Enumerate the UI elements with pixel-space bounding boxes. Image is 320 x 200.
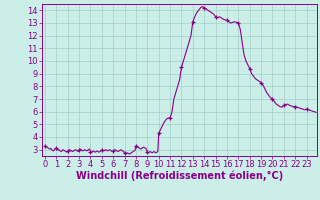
X-axis label: Windchill (Refroidissement éolien,°C): Windchill (Refroidissement éolien,°C) [76, 171, 283, 181]
